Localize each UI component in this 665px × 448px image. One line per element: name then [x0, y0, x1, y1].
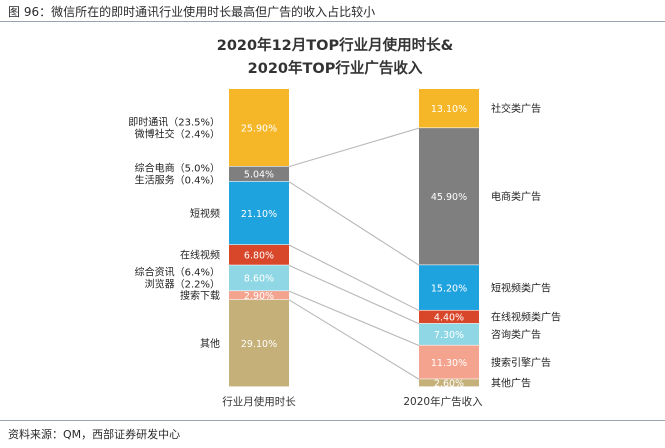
connector-line: [288, 244, 420, 312]
top-divider: [0, 21, 665, 22]
left-bar-value-label: 6.80%: [244, 251, 274, 262]
connector-line: [288, 181, 420, 266]
connector-line: [288, 290, 420, 347]
right-bar-category-label: 短视频类广告: [491, 281, 551, 294]
right-bar-segment: [419, 128, 479, 265]
labels: 25.90% 即时通讯（23.5%）微博社交（2.4%） 5.04% 综合电商（5.0…: [128, 102, 561, 390]
connector-line: [288, 264, 420, 325]
left-bar-category-label: 即时通讯（23.5%）: [128, 116, 220, 128]
right-bar-segment: [419, 310, 479, 324]
left-bar-category-label: 综合资讯（6.4%）: [135, 266, 220, 279]
left-bar-category-label: 生活服务（0.4%）: [135, 174, 220, 187]
left-bar-segment: [229, 181, 289, 245]
figure-caption: 图 96：微信所在的即时通讯行业使用时长最高但广告的收入占比较小: [8, 5, 376, 19]
right-bar-value-label: 15.20%: [431, 283, 467, 294]
right-bar-category-label: 咨询类广告: [491, 328, 541, 341]
left-bar-category-label: 综合电商（5.0%）: [135, 162, 220, 175]
chart-title-line2: 2020年TOP行业广告收入: [248, 59, 423, 77]
right-bar-category-label: 搜索引擎广告: [491, 356, 551, 369]
right-bar-category-label: 其他广告: [491, 377, 531, 390]
left-bar-segment: [229, 166, 289, 182]
right-bar-segment: [419, 345, 479, 379]
right-bar-value-label: 45.90%: [431, 192, 467, 203]
left-bar-value-label: 5.04%: [244, 170, 274, 181]
left-bar-axis-label: 行业月使用时长: [222, 395, 296, 408]
left-bar-value-label: 21.10%: [241, 209, 277, 220]
right-bar-category-label: 电商类广告: [491, 190, 541, 203]
left-bar-segment: [229, 89, 289, 167]
right-bar-segment: [419, 89, 479, 128]
right-bar-value-label: 4.40%: [434, 313, 464, 324]
left-bar-category-label: 微博社交（2.4%）: [135, 127, 220, 140]
left-bar-segment: [229, 291, 289, 300]
left-bar-value-label: 8.60%: [244, 274, 274, 285]
left-bar-segment: [229, 244, 289, 265]
bars: [229, 89, 479, 387]
left-bar-category-label: 浏览器（2.2%）: [145, 278, 220, 291]
connector-lines: [288, 127, 420, 380]
source-note: 资料来源：QM，西部证券研发中心: [8, 428, 181, 441]
right-bar-axis-label: 2020年广告收入: [403, 395, 483, 408]
bottom-divider: [0, 420, 665, 421]
right-bar-segment: [419, 265, 479, 310]
left-bar-value-label: 25.90%: [241, 123, 277, 134]
right-bar-category-label: 在线视频类广告: [491, 311, 561, 324]
connector-line: [288, 299, 420, 380]
left-bar-category-label: 在线视频: [180, 249, 220, 262]
left-bar-category-label: 其他: [200, 337, 220, 350]
left-bar-category-label: 短视频: [190, 207, 220, 220]
left-bar-segment: [229, 265, 289, 291]
left-bar-segment: [229, 299, 289, 387]
left-bar-value-label: 29.10%: [241, 339, 277, 350]
right-bar-segment: [419, 379, 479, 387]
chart-title-line1: 2020年12月TOP行业月使用时长&: [217, 36, 454, 54]
right-bar-category-label: 社交类广告: [491, 102, 541, 115]
right-bar-value-label: 13.10%: [431, 104, 467, 115]
left-bar-category-label: 搜索下载: [180, 289, 220, 302]
right-bar-value-label: 7.30%: [434, 330, 464, 341]
right-bar-segment: [419, 323, 479, 345]
right-bar-value-label: 11.30%: [431, 358, 467, 369]
right-bar-value-label: 2.60%: [434, 379, 464, 390]
left-bar-value-label: 2.90%: [244, 291, 274, 302]
connector-line: [288, 127, 420, 168]
